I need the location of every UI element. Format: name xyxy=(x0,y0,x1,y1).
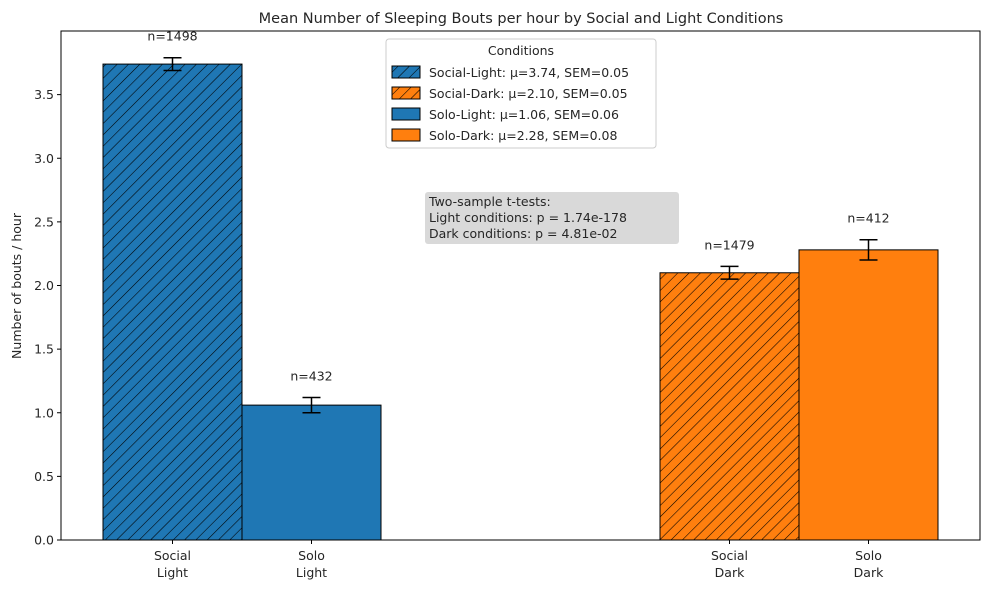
legend-swatch-solo-dark xyxy=(391,128,421,142)
annotation-line-3: Dark conditions: p = 4.81e-02 xyxy=(429,226,617,241)
legend-label-social-dark: Social-Dark: μ=2.10, SEM=0.05 xyxy=(429,86,628,101)
y-tick-label-0: 0.0 xyxy=(34,533,54,548)
y-tick-label-4: 2.0 xyxy=(34,278,54,293)
x-tick-label-2-line1: Social xyxy=(711,548,748,563)
legend-swatch-social-light-hatch xyxy=(391,65,421,79)
legend-label-social-light: Social-Light: μ=3.74, SEM=0.05 xyxy=(429,65,629,80)
annotation-line-1: Two-sample t-tests: xyxy=(428,194,551,209)
x-tick-label-1-line1: Solo xyxy=(298,548,325,563)
x-tick-label-1-line2: Light xyxy=(296,565,327,580)
n-label-social-light: n=1498 xyxy=(147,29,197,44)
error-bar-social-dark xyxy=(720,265,739,280)
legend: Conditions Social-Light: μ=3.74, SEM=0.0… xyxy=(385,38,657,149)
y-tick-label-3: 1.5 xyxy=(34,342,54,357)
n-label-social-dark: n=1479 xyxy=(704,237,754,252)
bar-solo-light xyxy=(242,405,381,540)
bars-layer: n=1498 n=432 n=1479 n=412 xyxy=(102,29,939,541)
legend-frame xyxy=(385,38,657,149)
error-bar-solo-light xyxy=(302,396,321,414)
bar-hatch-social-dark xyxy=(660,272,799,540)
n-label-solo-dark: n=412 xyxy=(847,211,889,226)
y-tick-label-6: 3.0 xyxy=(34,151,54,166)
error-bar-solo-dark xyxy=(859,238,878,261)
x-tick-label-0-line2: Light xyxy=(157,565,188,580)
legend-swatch-solo-light xyxy=(391,107,421,121)
y-tick-label-5: 2.5 xyxy=(34,214,54,229)
y-tick-label-7: 3.5 xyxy=(34,87,54,102)
legend-title: Conditions xyxy=(488,43,554,58)
x-tick-label-3-line1: Solo xyxy=(855,548,882,563)
annotation-line-2: Light conditions: p = 1.74e-178 xyxy=(429,210,627,225)
y-axis-label: Number of bouts / hour xyxy=(9,212,24,359)
y-tick-label-2: 1.0 xyxy=(34,405,54,420)
error-bar-social-light xyxy=(163,56,182,72)
legend-label-solo-dark: Solo-Dark: μ=2.28, SEM=0.08 xyxy=(429,128,617,143)
annotation-box: Two-sample t-tests: Light conditions: p … xyxy=(425,192,679,244)
bar-solo-dark xyxy=(799,249,938,540)
y-tick-label-1: 0.5 xyxy=(34,469,54,484)
x-axis: Social Light Solo Light Social Dark Solo Dark xyxy=(154,540,884,580)
bar-hatch-social-light xyxy=(103,64,242,541)
legend-swatch-social-dark-hatch xyxy=(391,86,421,100)
chart-title: Mean Number of Sleeping Bouts per hour b… xyxy=(259,11,784,27)
legend-label-solo-light: Solo-Light: μ=1.06, SEM=0.06 xyxy=(429,107,619,122)
x-tick-label-2-line2: Dark xyxy=(715,565,745,580)
n-label-solo-light: n=432 xyxy=(290,368,332,383)
x-tick-label-0-line1: Social xyxy=(154,548,191,563)
x-tick-label-3-line2: Dark xyxy=(854,565,884,580)
y-axis: 0.0 0.5 1.0 1.5 2.0 2.5 3.0 3.5 xyxy=(34,87,61,548)
